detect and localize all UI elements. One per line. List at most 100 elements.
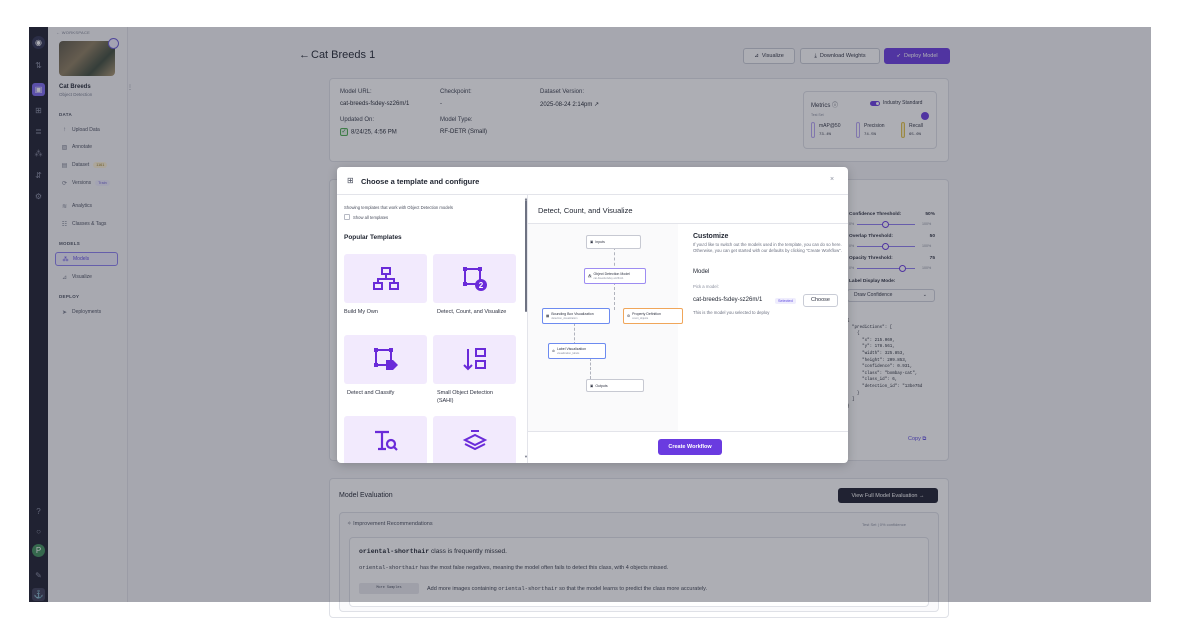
help-icon[interactable]: ? [36,507,41,516]
template-detect-count[interactable]: 2 [433,254,516,303]
copy-button[interactable]: Copy ⧉ [908,436,927,442]
workspace-link[interactable]: ← WORKSPACE [56,30,91,35]
customize-text: If you'd like to switch out the models u… [693,242,842,253]
sidebar-item-deployments[interactable]: ➤ Deployments [59,305,124,319]
metric-settings-icon[interactable] [921,112,929,120]
sidebar-item-annotate[interactable]: ▨ Annotate [59,140,124,154]
sidebar-item-classes[interactable]: ☷ Classes & Tags [59,217,124,231]
versions-icon: ⟳ [61,180,68,187]
model-description: This is the model you selected to deploy [693,310,770,315]
tick-min: 0% [849,222,855,226]
selected-model-name: cat-breeds-fsdey-sz26m/1 [693,297,763,303]
node-sublabel: count_objects [632,317,649,320]
scroll-down-icon[interactable]: ▼ [524,454,528,459]
visualize-button[interactable]: ⊿ Visualize [743,48,795,64]
template-list: Showing templates that work with Object … [337,195,527,463]
rocket-icon: ➶ [896,53,901,59]
chevron-down-icon: ⌄ [922,292,927,298]
bulb-icon[interactable]: ○ [36,527,41,536]
analytics-icon: ≋ [61,203,68,210]
settings-icon[interactable]: ⚙ [34,192,43,201]
more-icon[interactable]: ⋮ [127,85,133,91]
pen-icon[interactable]: ✎ [35,571,42,580]
download-label: Download Weights [819,53,866,59]
template-scrollbar[interactable] [525,200,527,312]
sidebar-item-visualize[interactable]: ⊿ Visualize [59,270,124,284]
hierarchy-icon[interactable]: ⊞ [35,106,42,115]
sidebar-item-dataset[interactable]: ▤ Dataset 1161 [59,158,124,172]
view-full-evaluation-button[interactable]: View Full Model Evaluation → [838,488,938,503]
dataset-count-badge: 1161 [93,162,108,168]
dataset-version-link[interactable]: 2025-08-24 2:14pm ↗ [540,102,600,108]
industry-standard-toggle[interactable]: Industry Standard [870,100,922,106]
avatar[interactable]: P [32,544,45,557]
sidebar-item-upload[interactable]: ↑ Upload Data [59,123,124,137]
chart-icon: ⊿ [754,53,759,59]
opacity-slider[interactable] [857,268,915,269]
recall-bar [901,122,905,138]
footer-divider [528,431,848,432]
model-type-label: Model Type: [440,117,473,123]
template-build-my-own[interactable] [344,254,427,303]
workflow-edge [614,247,615,271]
deploy-model-button[interactable]: ➶ Deploy Model [884,48,950,64]
workflow-node-detection: ⁂ Object Detection Model cat-breeds-fsdey-… [584,268,646,284]
sidebar-item-label: Analytics [72,203,93,209]
node-label: Bounding Box Visualization [551,312,594,316]
confidence-label: Confidence Threshold: [849,212,902,217]
workflow-edge [614,282,615,310]
customize-title: Customize [693,233,729,240]
project-icon[interactable]: ▣ [32,83,45,96]
node-text: Bounding Box Visualization detection_visu… [551,312,593,320]
opacity-value: 75 [929,256,935,261]
models-icon: ⁂ [62,256,69,263]
template-sahi[interactable] [433,335,516,384]
opacity-slider-handle[interactable] [899,265,906,272]
close-icon[interactable]: × [830,176,835,183]
sidebar-item-models[interactable]: ⁂ Models [55,252,118,266]
para-rest: has the most false negatives, meaning th… [418,565,669,571]
train-badge: Train [95,180,110,186]
confidence-slider-handle[interactable] [882,221,889,228]
sidebar-item-versions[interactable]: ⟳ Versions Train [59,176,124,190]
template-detect-classify[interactable] [344,335,427,384]
node-text: Property Definition count_objects [632,312,661,320]
deploy-rail-icon[interactable]: ⇵ [35,171,42,180]
section-models: MODELS [59,241,81,246]
models-rail-icon[interactable]: ⁂ [34,149,43,158]
svg-text:2: 2 [478,281,483,290]
precision-bar [856,122,860,138]
roboflow-logo-icon[interactable]: ◉ [32,36,45,49]
back-arrow-icon[interactable]: ← [299,49,310,61]
recommendations-meta: Test Set | 0% confidence [862,522,906,527]
workflow-edge [574,323,575,345]
deployments-icon: ➤ [61,309,68,316]
template-layers[interactable] [433,416,516,463]
choose-model-button[interactable]: Choose [803,294,838,307]
detect-count-icon: 2 [462,266,487,291]
project-type: Object Detection [59,92,93,97]
overlap-slider-handle[interactable] [882,243,889,250]
create-workflow-button[interactable]: Create Workflow [658,439,722,455]
tick-max: 100% [922,244,932,248]
anchor-icon[interactable]: ⚓ [32,588,45,601]
property-icon: ⚙ [627,314,631,318]
node-label: Object Detection Model [593,272,630,276]
visualize-icon: ⊿ [61,274,68,281]
upload-thumbnail-icon[interactable] [108,38,119,49]
popular-templates-heading: Popular Templates [344,234,402,241]
dataset-icon: ▤ [61,162,68,169]
grid-icon[interactable]: ≣ [35,127,42,136]
hierarchy-icon [372,266,399,290]
sidebar-item-analytics[interactable]: ≋ Analytics [59,199,124,213]
para2-start: Add more images containing [427,586,499,592]
download-weights-button[interactable]: ⤓ Download Weights [800,48,880,64]
switch-icon[interactable]: ⇅ [35,61,42,70]
text-search-icon [374,430,398,451]
model-url[interactable]: cat-breeds-fsdey-sz26m/1 [340,101,410,107]
scroll-up-icon[interactable]: ▲ [524,196,528,201]
node-label: Inputs [595,240,605,244]
updated-value: ✓ 8/24/25, 4:56 PM [340,128,397,136]
template-text-search[interactable] [344,416,427,463]
show-all-checkbox[interactable]: Show all templates [344,214,388,220]
